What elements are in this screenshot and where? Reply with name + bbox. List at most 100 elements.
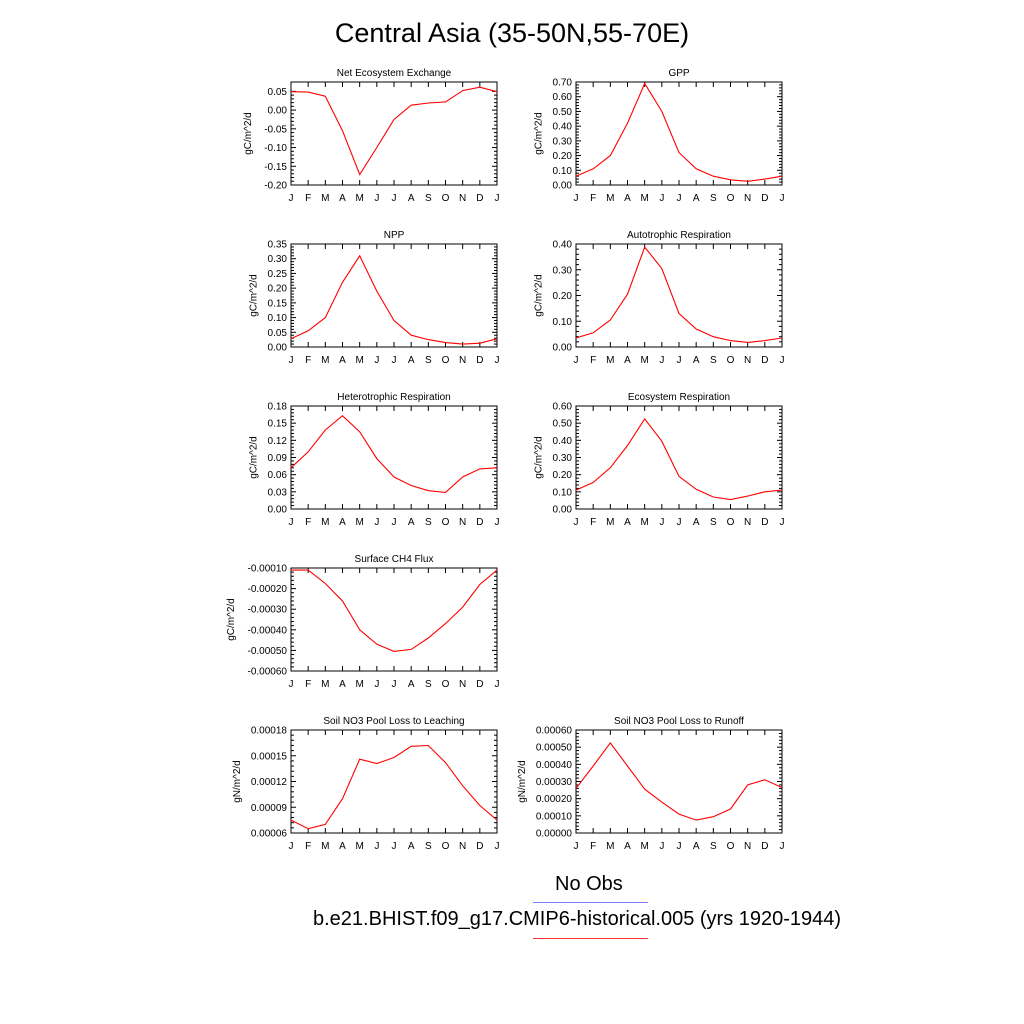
panel-title: Autotrophic Respiration	[627, 230, 731, 241]
y-tick-label: 0.30	[553, 453, 573, 464]
y-tick-label: 0.20	[553, 291, 573, 302]
y-tick-label: 0.00	[268, 106, 288, 117]
x-tick-label: J	[659, 841, 664, 852]
plot-frame	[575, 81, 783, 186]
x-tick-label: A	[624, 841, 631, 852]
x-tick-label: F	[590, 517, 596, 528]
x-tick-label: A	[408, 841, 415, 852]
x-tick-label: D	[476, 517, 483, 528]
series-line	[575, 245, 783, 343]
x-tick-label: S	[425, 841, 432, 852]
x-tick-label: A	[408, 355, 415, 366]
y-tick-label: 0.10	[553, 487, 573, 498]
x-tick-label: O	[442, 193, 450, 204]
y-tick-label: 0.50	[553, 419, 573, 430]
x-tick-label: J	[392, 841, 397, 852]
y-tick-label: 0.30	[553, 136, 573, 147]
y-tick-label: 0.18	[268, 402, 288, 413]
y-tick-label: 0.09	[268, 453, 288, 464]
x-tick-label: F	[590, 841, 596, 852]
x-tick-label: J	[289, 517, 294, 528]
x-tick-label: O	[442, 517, 450, 528]
y-tick-label: 0.00020	[536, 794, 573, 805]
x-tick-label: J	[392, 679, 397, 690]
plot-frame	[575, 729, 783, 834]
x-tick-label: J	[392, 517, 397, 528]
y-tick-label: 0.00	[553, 181, 573, 192]
series-line	[290, 254, 498, 345]
y-axis-label: gC/m^2/d	[534, 274, 545, 317]
y-axis-label: gC/m^2/d	[534, 436, 545, 479]
series-line	[575, 417, 783, 501]
x-tick-label: A	[339, 517, 346, 528]
x-tick-label: O	[442, 355, 450, 366]
x-tick-label: N	[744, 841, 751, 852]
y-tick-label: 0.00050	[536, 743, 573, 754]
x-tick-label: S	[710, 517, 717, 528]
x-tick-label: N	[744, 517, 751, 528]
y-axis-label: gC/m^2/d	[226, 598, 237, 641]
x-tick-label: F	[590, 193, 596, 204]
x-tick-label: F	[305, 193, 311, 204]
x-tick-label: M	[606, 517, 614, 528]
x-tick-label: O	[727, 355, 735, 366]
series-line	[575, 82, 783, 182]
x-tick-label: J	[495, 679, 500, 690]
series-line	[290, 744, 498, 830]
x-tick-label: M	[640, 841, 648, 852]
legend-model-line	[533, 938, 648, 939]
x-tick-label: D	[476, 679, 483, 690]
x-tick-label: D	[476, 841, 483, 852]
y-tick-label: 0.35	[268, 240, 288, 251]
y-tick-label: 0.40	[553, 436, 573, 447]
y-tick-label: 0.00018	[251, 726, 288, 737]
x-tick-label: J	[780, 355, 785, 366]
x-tick-label: J	[574, 841, 579, 852]
x-tick-label: J	[495, 517, 500, 528]
y-tick-label: 0.00	[553, 505, 573, 516]
panel-title: Heterotrophic Respiration	[337, 392, 450, 403]
x-tick-label: N	[459, 355, 466, 366]
x-tick-label: J	[289, 355, 294, 366]
y-tick-label: -0.00030	[248, 605, 288, 616]
y-tick-label: -0.10	[264, 143, 287, 154]
panel-title: Net Ecosystem Exchange	[337, 68, 452, 79]
y-axis-label: gN/m^2/d	[517, 760, 528, 803]
x-tick-label: A	[339, 193, 346, 204]
y-tick-label: 0.00015	[251, 751, 288, 762]
x-tick-label: O	[442, 841, 450, 852]
x-tick-label: M	[321, 517, 329, 528]
y-tick-label: 0.00009	[251, 803, 288, 814]
x-tick-label: J	[677, 355, 682, 366]
x-tick-label: O	[727, 517, 735, 528]
y-tick-label: 0.03	[268, 487, 288, 498]
x-tick-label: A	[339, 355, 346, 366]
x-tick-label: J	[495, 355, 500, 366]
x-tick-label: M	[606, 193, 614, 204]
x-tick-label: S	[425, 679, 432, 690]
x-tick-label: O	[442, 679, 450, 690]
y-tick-label: 0.00	[553, 343, 573, 354]
x-tick-label: A	[624, 355, 631, 366]
x-tick-label: J	[495, 841, 500, 852]
y-tick-label: 0.00010	[536, 811, 573, 822]
y-axis-label: gN/m^2/d	[232, 760, 243, 803]
x-tick-label: M	[640, 193, 648, 204]
y-tick-label: -0.20	[264, 181, 287, 192]
y-tick-label: 0.10	[553, 166, 573, 177]
panel-title: Soil NO3 Pool Loss to Leaching	[323, 716, 464, 727]
x-tick-label: J	[659, 193, 664, 204]
y-tick-label: 0.15	[268, 298, 288, 309]
panel-title: Ecosystem Respiration	[628, 392, 730, 403]
y-tick-label: -0.15	[264, 162, 287, 173]
x-tick-label: M	[321, 841, 329, 852]
x-tick-label: S	[425, 517, 432, 528]
x-tick-label: A	[408, 193, 415, 204]
x-tick-label: M	[355, 517, 363, 528]
x-tick-label: J	[780, 193, 785, 204]
